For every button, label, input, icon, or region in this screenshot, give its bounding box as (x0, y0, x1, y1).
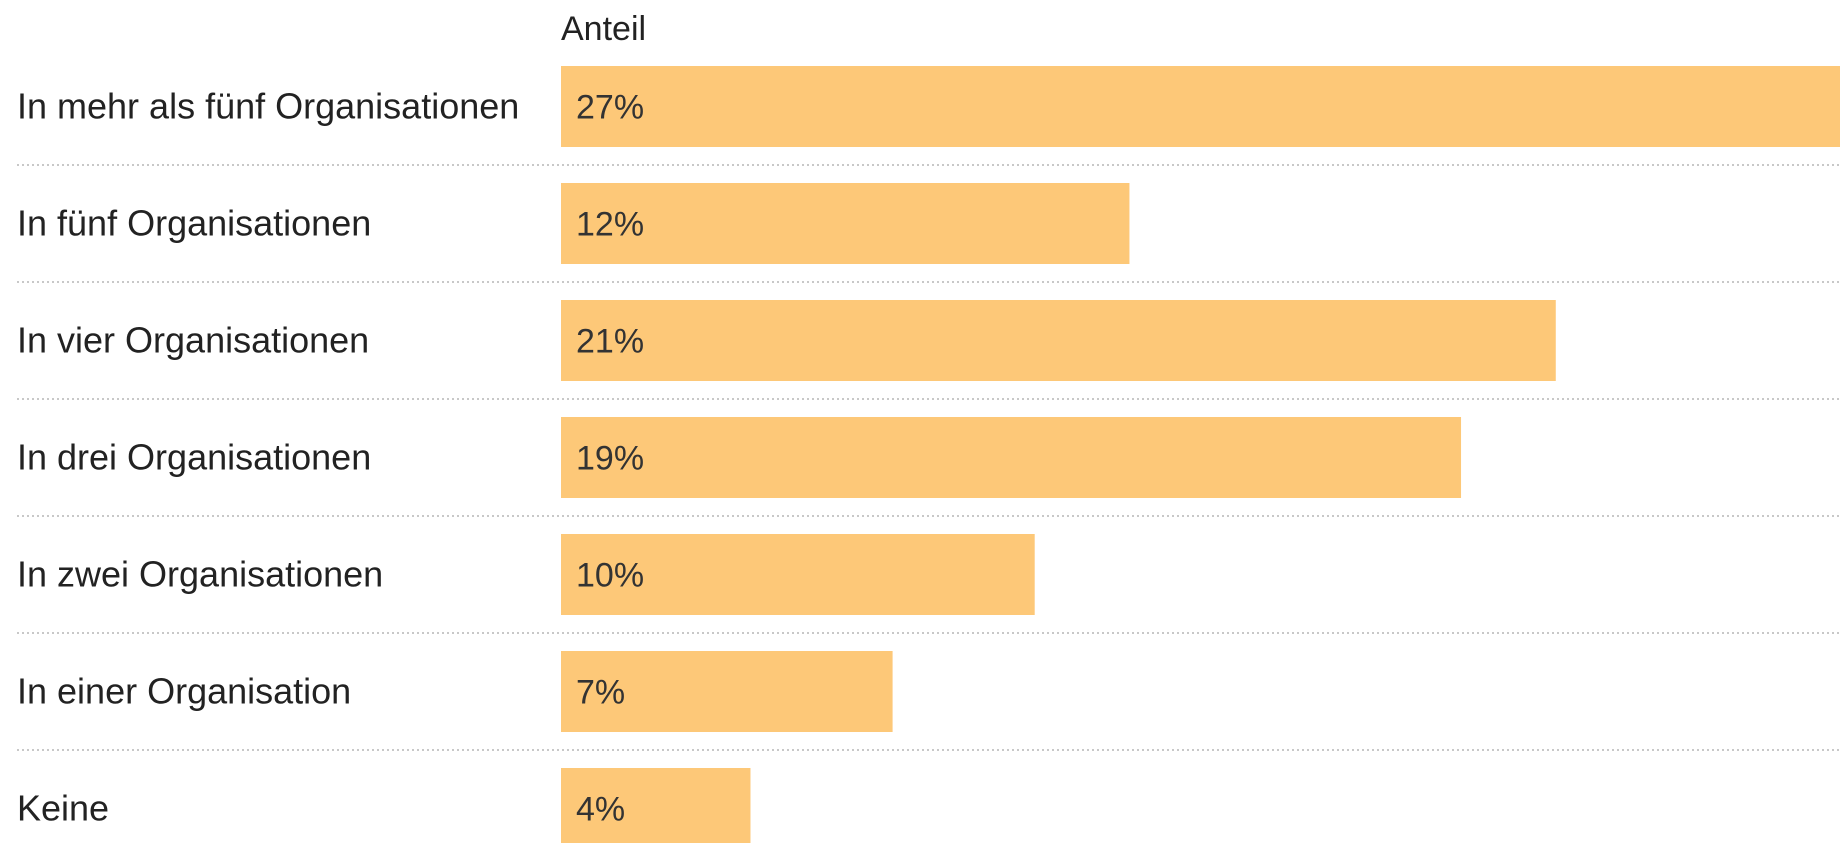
bar-rows: In mehr als fünf Organisationen 27% In fün… (17, 66, 1840, 843)
category-label: In mehr als fünf Organisationen (17, 86, 519, 127)
bar-value-label: 12% (576, 206, 644, 244)
bar (561, 183, 1130, 264)
bar-value-label: 7% (576, 674, 625, 712)
category-label: In einer Organisation (17, 671, 351, 712)
category-label: Keine (17, 788, 109, 829)
bar-value-label: 27% (576, 89, 644, 127)
bar (561, 534, 1035, 615)
category-label: In zwei Organisationen (17, 554, 383, 595)
bar (561, 651, 893, 732)
category-label: In vier Organisationen (17, 320, 369, 361)
bar-value-label: 10% (576, 557, 644, 595)
column-header: Anteil (561, 10, 646, 48)
bar-value-label: 21% (576, 323, 644, 361)
bar (561, 768, 751, 843)
bar (561, 417, 1462, 498)
bar-value-label: 4% (576, 791, 625, 829)
category-label: In fünf Organisationen (17, 203, 371, 244)
bar (561, 300, 1556, 381)
bar-value-label: 19% (576, 440, 644, 478)
category-label: In drei Organisationen (17, 437, 371, 478)
bar (561, 66, 1840, 147)
